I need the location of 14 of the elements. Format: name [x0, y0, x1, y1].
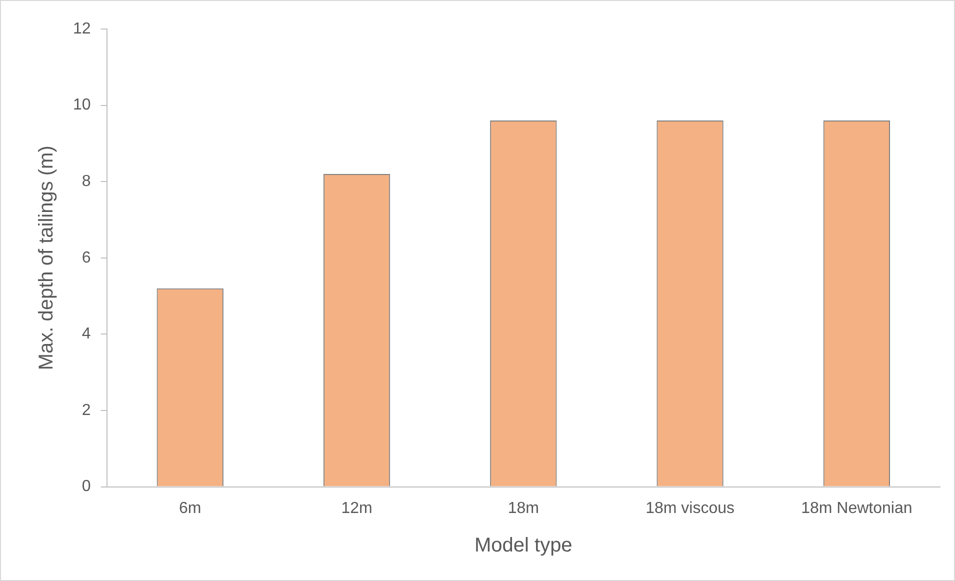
- y-tick-label: 0: [82, 478, 91, 496]
- y-tick-label: 12: [73, 20, 91, 38]
- x-tick-label: 18m: [508, 500, 539, 517]
- x-tick-label: 6m: [179, 500, 202, 517]
- y-tick-label: 6: [82, 249, 91, 266]
- y-tick-label: 10: [73, 96, 91, 114]
- x-axis-title: Model type: [474, 534, 572, 557]
- x-tick-label: 18m Newtonian: [801, 500, 912, 517]
- y-tick-label: 4: [82, 326, 91, 343]
- y-tick-label: 8: [82, 173, 91, 190]
- y-tick-label: 2: [82, 402, 91, 419]
- x-tick-label: 12m: [341, 500, 372, 517]
- y-axis-title: Max. depth of tailings (m): [36, 146, 58, 370]
- x-tick-label: 18m viscous: [646, 500, 734, 517]
